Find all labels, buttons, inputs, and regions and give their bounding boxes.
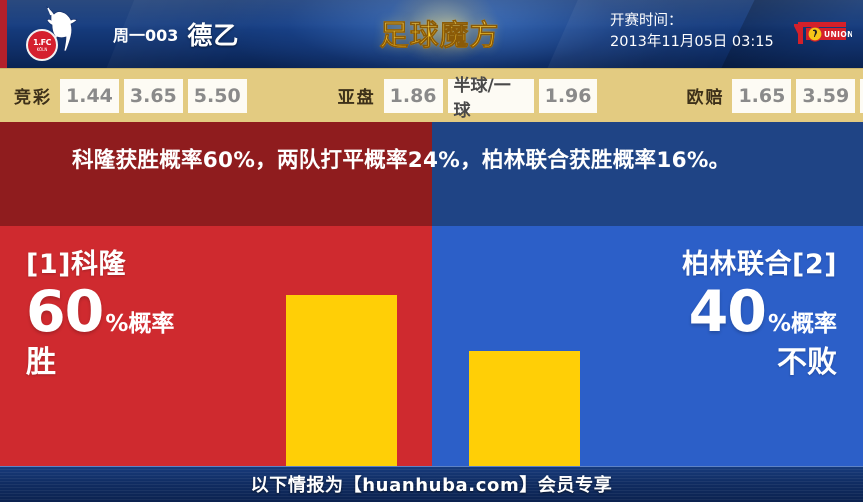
odds-bar: 竞彩 1.44 3.65 5.50 亚盘 1.86 半球/一球 1.96 欧赔 …	[0, 68, 863, 122]
odds-value-home[interactable]: 1.44	[60, 78, 119, 113]
euro-odds-home[interactable]: 1.65	[732, 78, 792, 113]
header-bar: 1.FC KÖLN 周一003 德乙 足球魔方 开赛时间： 2013年11月05日…	[0, 0, 863, 68]
away-probability-value: 40	[688, 279, 767, 345]
kickoff-time-block: 开赛时间： 2013年11月05日 03:15	[610, 11, 774, 53]
odds-group-asian-handicap: 亚盘 1.86 半球/一球 1.96	[337, 76, 603, 121]
odds-group-label: 欧赔	[686, 88, 725, 108]
footer-bar: 以下情报为【huanhuba.com】会员专享	[0, 466, 863, 502]
bar-away-probability	[469, 351, 580, 466]
euro-odds-away[interactable]: 4.88	[860, 78, 863, 113]
away-outcome-label: 不败	[777, 345, 837, 380]
handicap-value-away[interactable]: 1.96	[538, 78, 598, 113]
home-probability-suffix: %概率	[105, 311, 175, 337]
footer-text: 以下情报为【huanhuba.com】会员专享	[250, 475, 613, 496]
handicap-value-home[interactable]: 1.86	[383, 78, 443, 113]
odds-value-away[interactable]: 5.50	[187, 78, 247, 113]
header-shine	[0, 0, 863, 30]
odds-group-european: 欧赔 1.65 3.59 4.88	[686, 78, 863, 113]
probability-chart-panel: [1]科隆 60%概率 胜 柏林联合[2] 40%概率 不败	[0, 226, 863, 466]
league-name: 德乙	[187, 21, 240, 50]
home-team-block: [1]科隆 60%概率 胜	[26, 226, 281, 380]
home-probability-value: 60	[26, 279, 104, 345]
koln-badge-icon: 1.FC KÖLN	[26, 29, 58, 61]
home-team-crest-icon: 1.FC KÖLN	[22, 6, 82, 64]
away-team-crest-icon: UNION	[794, 22, 852, 44]
home-probability-row: 60%概率	[26, 282, 281, 342]
odds-group-label: 亚盘	[337, 88, 376, 108]
odds-group-jingcai: 竞彩 1.44 3.65 5.50	[14, 78, 252, 113]
euro-odds-draw[interactable]: 3.59	[796, 78, 856, 113]
odds-value-draw[interactable]: 3.65	[123, 78, 183, 113]
brand-logo-text: 足球魔方	[379, 12, 499, 54]
bar-home-probability	[286, 295, 397, 466]
footer-top-rule	[0, 466, 863, 467]
away-team-block: 柏林联合[2] 40%概率 不败	[582, 226, 837, 380]
away-team-name: 柏林联合[2]	[682, 249, 837, 280]
odds-group-label: 竞彩	[14, 88, 52, 108]
kickoff-label: 开赛时间：	[610, 13, 683, 29]
handicap-line[interactable]: 半球/一球	[447, 76, 534, 121]
match-title: 周一003 德乙	[113, 16, 239, 52]
probability-summary-banner: 科隆获胜概率60%，两队打平概率24%，柏林联合获胜概率16%。	[0, 122, 863, 226]
union-wordmark: UNION	[824, 30, 852, 39]
round-number: 周一003	[113, 26, 179, 45]
banner-blue-half	[432, 122, 863, 226]
away-probability-row: 40%概率	[582, 282, 837, 342]
away-probability-suffix: %概率	[767, 311, 837, 337]
home-outcome-label: 胜	[26, 345, 56, 380]
brand-logo: 足球魔方	[366, 4, 513, 62]
header-left-accent	[0, 0, 7, 68]
banner-red-half	[0, 122, 432, 226]
probability-summary-text: 科隆获胜概率60%，两队打平概率24%，柏林联合获胜概率16%。	[72, 148, 731, 173]
kickoff-value: 2013年11月05日 03:15	[610, 34, 774, 50]
home-team-name: [1]科隆	[26, 249, 126, 280]
